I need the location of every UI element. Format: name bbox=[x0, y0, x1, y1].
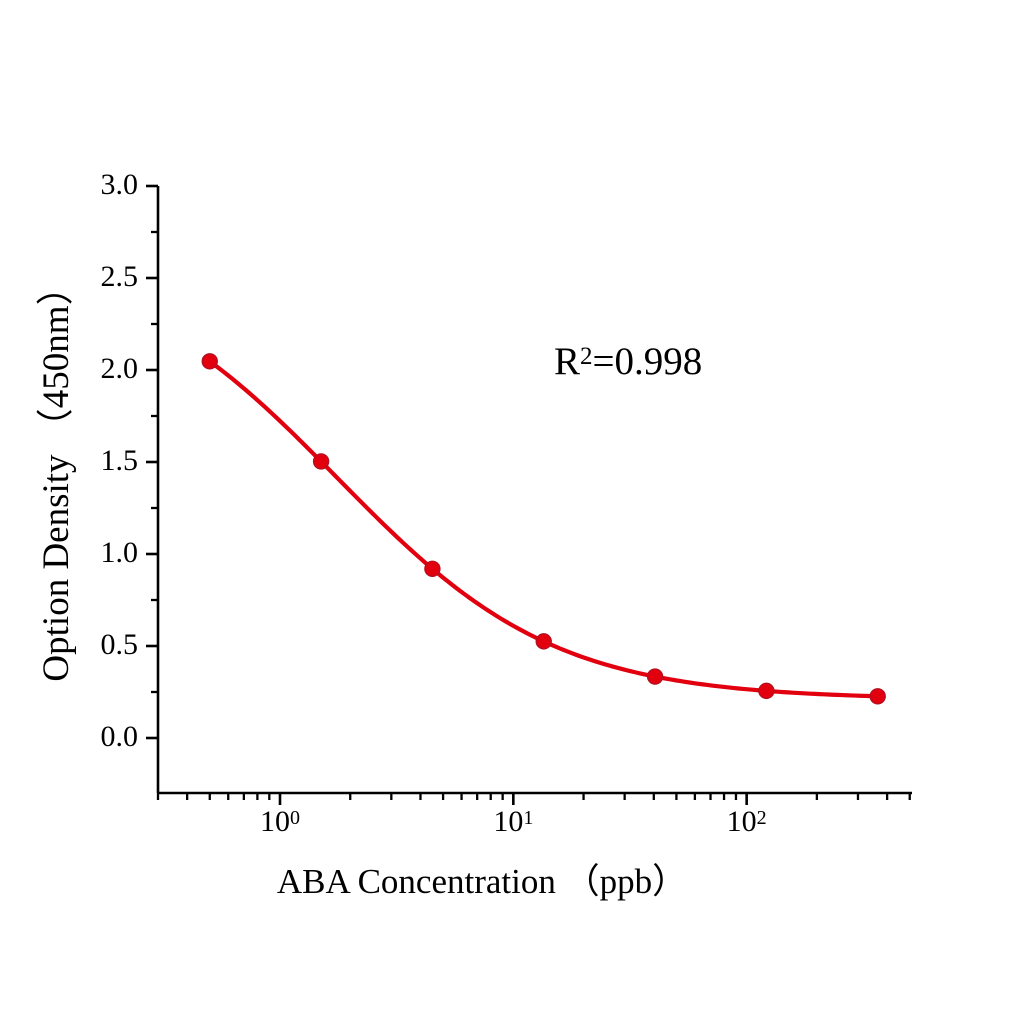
svg-text:2.0: 2.0 bbox=[101, 352, 139, 385]
svg-text:Option Density （450nm）: Option Density （450nm） bbox=[36, 268, 77, 681]
svg-text:R2=0.998: R2=0.998 bbox=[554, 340, 702, 383]
svg-text:1.0: 1.0 bbox=[101, 536, 139, 569]
svg-text:2.5: 2.5 bbox=[101, 260, 139, 293]
svg-text:ABA Concentration （ppb）: ABA Concentration （ppb） bbox=[277, 862, 687, 901]
svg-text:0.5: 0.5 bbox=[101, 628, 139, 661]
svg-text:3.0: 3.0 bbox=[101, 168, 139, 201]
svg-text:0.0: 0.0 bbox=[101, 720, 139, 753]
svg-text:1.5: 1.5 bbox=[101, 444, 139, 477]
